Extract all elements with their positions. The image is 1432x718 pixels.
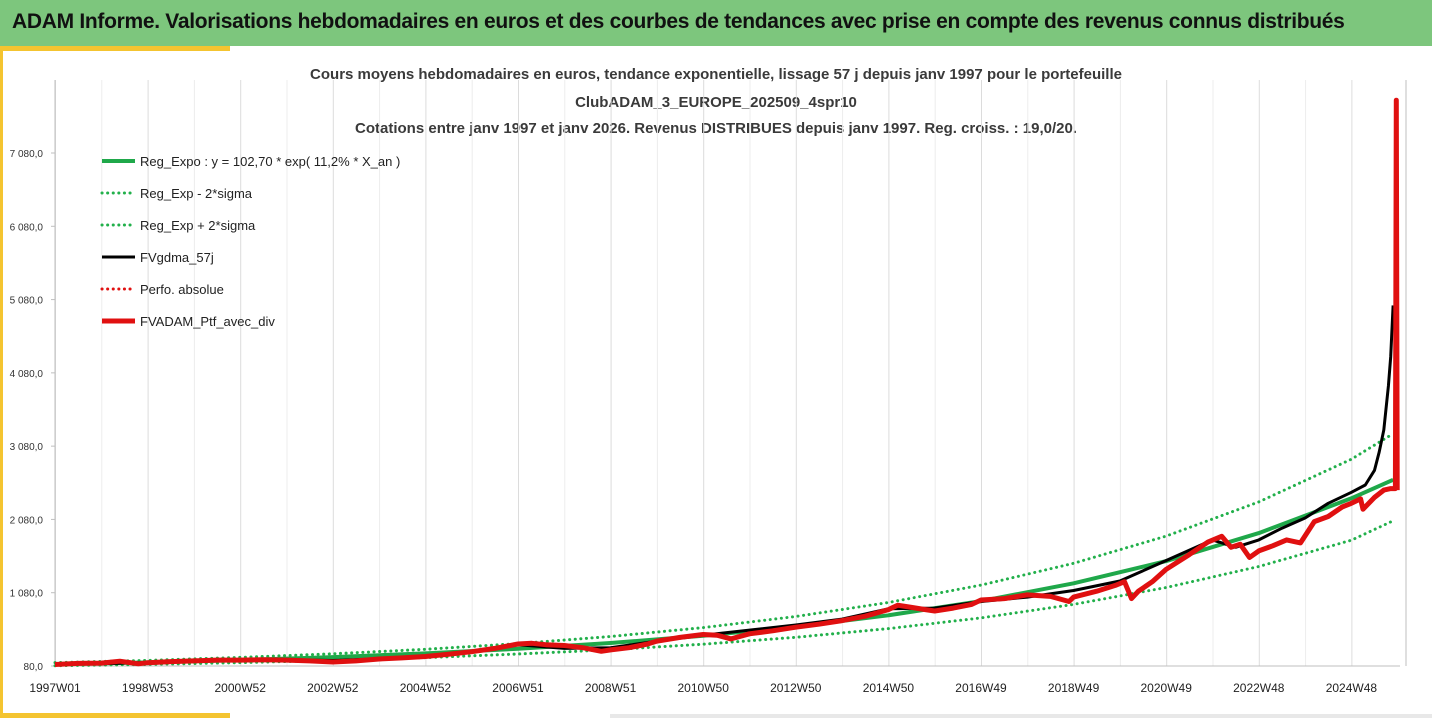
chart-title-line-2: ClubADAM_3_EUROPE_202509_4spr10 — [575, 94, 857, 111]
x-tick-label-5: 2006W51 — [492, 681, 544, 695]
x-tick-label-14: 2024W48 — [1326, 681, 1378, 695]
legend-label-3: FVgdma_57j — [140, 250, 214, 265]
y-tick-label-5: 5 080,0 — [10, 296, 44, 307]
series-line-1 — [53, 519, 1395, 668]
legend-label-4: Perfo. absolue — [140, 282, 224, 297]
y-tick-label-4: 4 080,0 — [10, 369, 44, 380]
accent-stripe-top — [0, 46, 230, 51]
chart-title-line-3: Cotations entre janv 1997 et janv 2026. … — [355, 120, 1077, 137]
y-tick-label-7: 7 080,0 — [10, 149, 44, 160]
accent-stripe-left — [0, 51, 3, 713]
y-tick-label-0: 80,0 — [24, 662, 44, 673]
x-tick-label-1: 1998W53 — [122, 681, 174, 695]
x-tick-label-10: 2016W49 — [955, 681, 1007, 695]
series-line-2 — [53, 432, 1395, 665]
x-tick-label-7: 2010W50 — [678, 681, 730, 695]
x-tick-label-11: 2018W49 — [1048, 681, 1100, 695]
x-tick-label-9: 2014W50 — [863, 681, 915, 695]
chart-title-line-1: Cours moyens hebdomadaires en euros, ten… — [310, 66, 1122, 83]
x-tick-label-4: 2004W52 — [400, 681, 452, 695]
x-tick-label-8: 2012W50 — [770, 681, 822, 695]
scroll-track — [610, 714, 1432, 718]
series-line-3 — [54, 305, 1395, 666]
x-tick-label-2: 2000W52 — [215, 681, 267, 695]
series-line-5 — [54, 97, 1400, 667]
x-tick-label-12: 2020W49 — [1141, 681, 1193, 695]
y-tick-label-6: 6 080,0 — [10, 222, 44, 233]
page-title: ADAM Informe. Valorisations hebdomadaire… — [12, 10, 1345, 33]
y-tick-label-2: 2 080,0 — [10, 515, 44, 526]
x-tick-label-6: 2008W51 — [585, 681, 637, 695]
header-bar: ADAM Informe. Valorisations hebdomadaire… — [0, 0, 1432, 46]
x-tick-label-0: 1997W01 — [29, 681, 81, 695]
legend-label-0: Reg_Expo : y = 102,70 * exp( 11,2% * X_a… — [140, 154, 400, 169]
legend-label-5: FVADAM_Ptf_avec_div — [140, 314, 275, 329]
legend-label-1: Reg_Exp - 2*sigma — [140, 186, 253, 201]
x-tick-label-13: 2022W48 — [1233, 681, 1285, 695]
legend-label-2: Reg_Exp + 2*sigma — [140, 218, 256, 233]
x-tick-label-3: 2002W52 — [307, 681, 359, 695]
y-tick-label-1: 1 080,0 — [10, 589, 44, 600]
y-tick-label-3: 3 080,0 — [10, 442, 44, 453]
accent-stripe-bottom — [0, 713, 230, 718]
